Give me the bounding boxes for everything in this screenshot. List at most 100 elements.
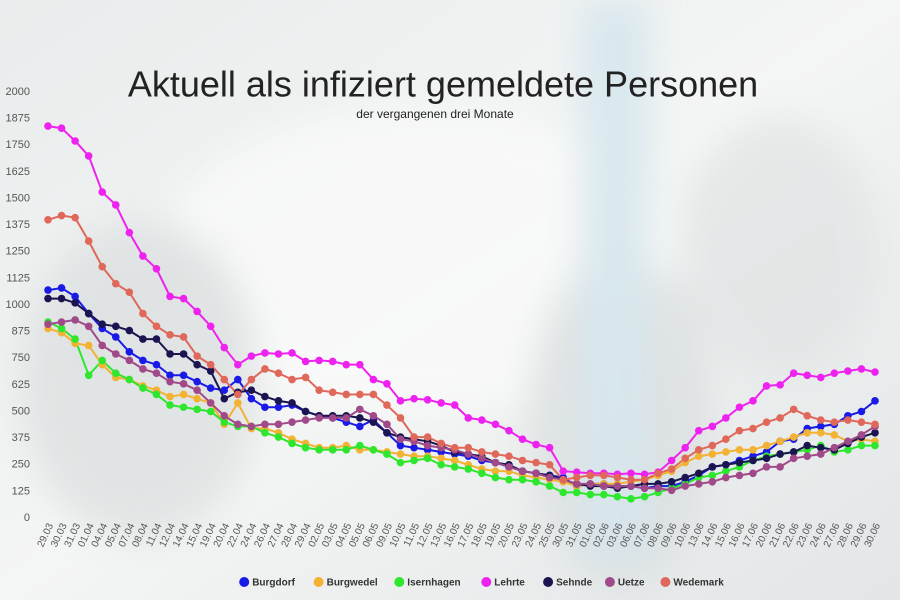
data-point [234,420,242,429]
data-point [586,480,595,488]
data-point [518,435,527,443]
data-point [396,397,405,405]
data-point [789,433,798,441]
data-point [762,463,771,471]
data-point [234,360,242,369]
data-point [71,335,79,343]
data-point [396,435,405,443]
data-point [234,399,242,407]
data-point [816,373,825,382]
data-point [84,237,93,245]
data-point [261,420,269,429]
data-point [830,443,839,452]
data-point [694,446,703,454]
data-point [98,356,107,365]
data-point [247,386,256,395]
data-point [220,418,229,426]
legend-label: Wedemark [673,578,724,589]
data-point [342,414,351,422]
data-point [681,473,689,482]
y-tick-label: 1125 [6,272,30,284]
data-point [247,375,256,384]
data-point [261,392,269,401]
data-point [166,401,174,409]
legend-label: Burgdorf [252,578,295,589]
y-tick-label: 625 [12,379,30,391]
data-point [478,416,486,424]
data-point [708,441,717,450]
data-point [383,380,391,388]
data-point [830,431,839,439]
data-point [166,331,174,339]
data-point [518,467,527,475]
data-point [505,426,513,435]
y-tick-label: 1250 [6,246,30,258]
data-point [84,152,93,160]
legend-label: Burgwedel [327,578,378,589]
data-point [762,441,771,450]
data-point [98,341,107,350]
y-tick-label: 1875 [6,113,30,125]
data-point [722,460,730,469]
data-point [57,294,66,303]
data-point [694,469,703,478]
y-tick-label: 0 [24,512,30,524]
data-point [315,356,323,365]
data-point [816,422,825,431]
data-point [613,473,622,482]
data-point [410,394,418,403]
data-point [681,443,689,452]
data-point [613,492,622,501]
data-point [844,437,852,446]
data-point [111,369,120,377]
y-tick-label: 1375 [6,219,30,231]
data-point [532,458,540,467]
data-point [111,201,120,209]
data-point [328,388,337,397]
data-point [125,326,134,335]
data-point [722,448,730,456]
data-point [627,469,635,478]
data-point [450,443,459,452]
data-point [356,422,364,431]
data-point [139,335,147,343]
data-point [206,399,215,407]
data-point [722,467,730,475]
data-point [735,458,744,467]
legend: Burgdorf Burgwedel Isernhagen Lehrte Sehnde U… [239,577,724,589]
data-point [437,454,445,463]
data-point [356,390,364,399]
data-point [288,418,296,426]
data-point [369,390,378,399]
data-point [44,294,52,303]
data-point [803,429,812,437]
data-point [410,456,418,465]
data-point [518,475,527,484]
data-point [708,450,717,458]
data-point [437,460,445,469]
data-point [84,322,93,331]
data-point [803,371,812,380]
data-point [125,356,134,365]
data-point [396,441,405,450]
data-point [111,279,120,288]
legend-label: Isernhagen [407,578,460,589]
data-point [600,482,608,490]
data-point [247,394,256,403]
data-point [71,299,79,307]
data-point [545,443,554,452]
data-point [681,454,689,463]
data-point [844,446,852,454]
data-point [166,371,174,380]
chart-title: Aktuell als infiziert gemeldete Personen [128,64,758,105]
data-point [288,439,296,448]
data-point [220,343,229,352]
data-point [450,463,459,471]
data-point [383,420,391,429]
data-point [288,349,296,357]
data-point [857,418,866,426]
legend-label: Sehnde [556,578,593,589]
data-point [288,399,296,407]
data-point [423,454,432,463]
data-point [654,469,662,478]
